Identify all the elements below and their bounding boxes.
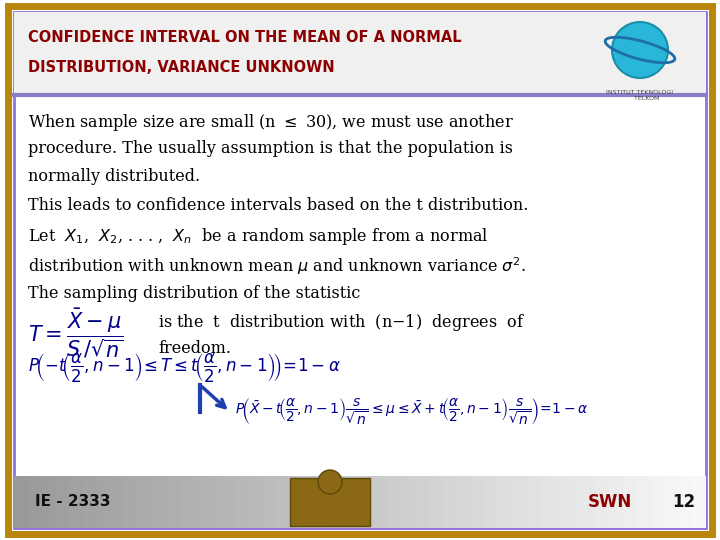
Bar: [97, 476, 111, 528]
Bar: [526, 476, 540, 528]
Bar: [14, 476, 28, 528]
Bar: [69, 476, 84, 528]
Bar: [692, 476, 706, 528]
Bar: [180, 476, 194, 528]
Bar: [678, 476, 692, 528]
Text: $P\!\left(\bar{X}-t\!\left(\dfrac{\alpha}{2},n-1\right)\dfrac{s}{\sqrt{n}}\leq\m: $P\!\left(\bar{X}-t\!\left(\dfrac{\alpha…: [235, 397, 589, 427]
Text: SWN: SWN: [588, 493, 632, 511]
Bar: [651, 476, 665, 528]
Bar: [636, 476, 651, 528]
Bar: [443, 476, 457, 528]
Text: $P\!\left(-t\!\left(\dfrac{\alpha}{2},n-1\right)\!\leq T\leq t\!\left(\dfrac{\al: $P\!\left(-t\!\left(\dfrac{\alpha}{2},n-…: [28, 352, 341, 384]
Text: $T = \dfrac{\bar{X} - \mu}{S\,/\sqrt{n}}$: $T = \dfrac{\bar{X} - \mu}{S\,/\sqrt{n}}…: [28, 306, 124, 360]
Bar: [540, 476, 554, 528]
Bar: [623, 476, 636, 528]
Text: IE - 2333: IE - 2333: [35, 495, 110, 510]
Bar: [360, 476, 374, 528]
Bar: [333, 476, 346, 528]
Bar: [153, 476, 166, 528]
Bar: [429, 476, 443, 528]
Bar: [512, 476, 526, 528]
Bar: [55, 476, 69, 528]
Bar: [567, 476, 582, 528]
Bar: [111, 476, 125, 528]
Bar: [277, 476, 291, 528]
Circle shape: [318, 470, 342, 494]
Bar: [14, 12, 706, 95]
Bar: [387, 476, 402, 528]
Bar: [84, 476, 97, 528]
Bar: [28, 476, 42, 528]
Text: is the  t  distribution with  (n$-$1)  degrees  of: is the t distribution with (n$-$1) degre…: [158, 312, 525, 333]
Bar: [595, 476, 609, 528]
Text: INSTITUT TEKNOLOGI
       TELKOM: INSTITUT TEKNOLOGI TELKOM: [606, 90, 674, 101]
Bar: [498, 476, 512, 528]
Text: When sample size are small (n $\leq$ 30), we must use another: When sample size are small (n $\leq$ 30)…: [28, 112, 514, 133]
Text: procedure. The usually assumption is that the population is: procedure. The usually assumption is tha…: [28, 140, 513, 157]
Bar: [305, 476, 318, 528]
Text: This leads to confidence intervals based on the t distribution.: This leads to confidence intervals based…: [28, 197, 528, 214]
Text: DISTRIBUTION, VARIANCE UNKNOWN: DISTRIBUTION, VARIANCE UNKNOWN: [28, 60, 335, 76]
Bar: [374, 476, 387, 528]
Bar: [290, 478, 370, 526]
Bar: [402, 476, 415, 528]
Bar: [235, 476, 249, 528]
Bar: [346, 476, 360, 528]
Bar: [457, 476, 471, 528]
Bar: [609, 476, 623, 528]
Bar: [291, 476, 305, 528]
Bar: [208, 476, 222, 528]
Bar: [318, 476, 333, 528]
Bar: [42, 476, 55, 528]
Text: freedom.: freedom.: [158, 340, 231, 357]
Bar: [166, 476, 180, 528]
Circle shape: [612, 22, 668, 78]
Bar: [665, 476, 678, 528]
Text: 12: 12: [672, 493, 695, 511]
Bar: [485, 476, 498, 528]
Bar: [194, 476, 208, 528]
Bar: [471, 476, 485, 528]
Bar: [125, 476, 138, 528]
Bar: [222, 476, 235, 528]
Text: distribution with unknown mean $\mu$ and unknown variance $\sigma^2$.: distribution with unknown mean $\mu$ and…: [28, 255, 526, 276]
Bar: [582, 476, 595, 528]
Bar: [138, 476, 153, 528]
Text: Let  $X_1$,  $X_2$, . . . ,  $X_n$  be a random sample from a normal: Let $X_1$, $X_2$, . . . , $X_n$ be a ran…: [28, 226, 489, 247]
Bar: [415, 476, 429, 528]
Text: The sampling distribution of the statistic: The sampling distribution of the statist…: [28, 285, 361, 302]
Bar: [554, 476, 567, 528]
Text: normally distributed.: normally distributed.: [28, 168, 200, 185]
Text: CONFIDENCE INTERVAL ON THE MEAN OF A NORMAL: CONFIDENCE INTERVAL ON THE MEAN OF A NOR…: [28, 30, 462, 45]
Bar: [249, 476, 263, 528]
Bar: [263, 476, 277, 528]
